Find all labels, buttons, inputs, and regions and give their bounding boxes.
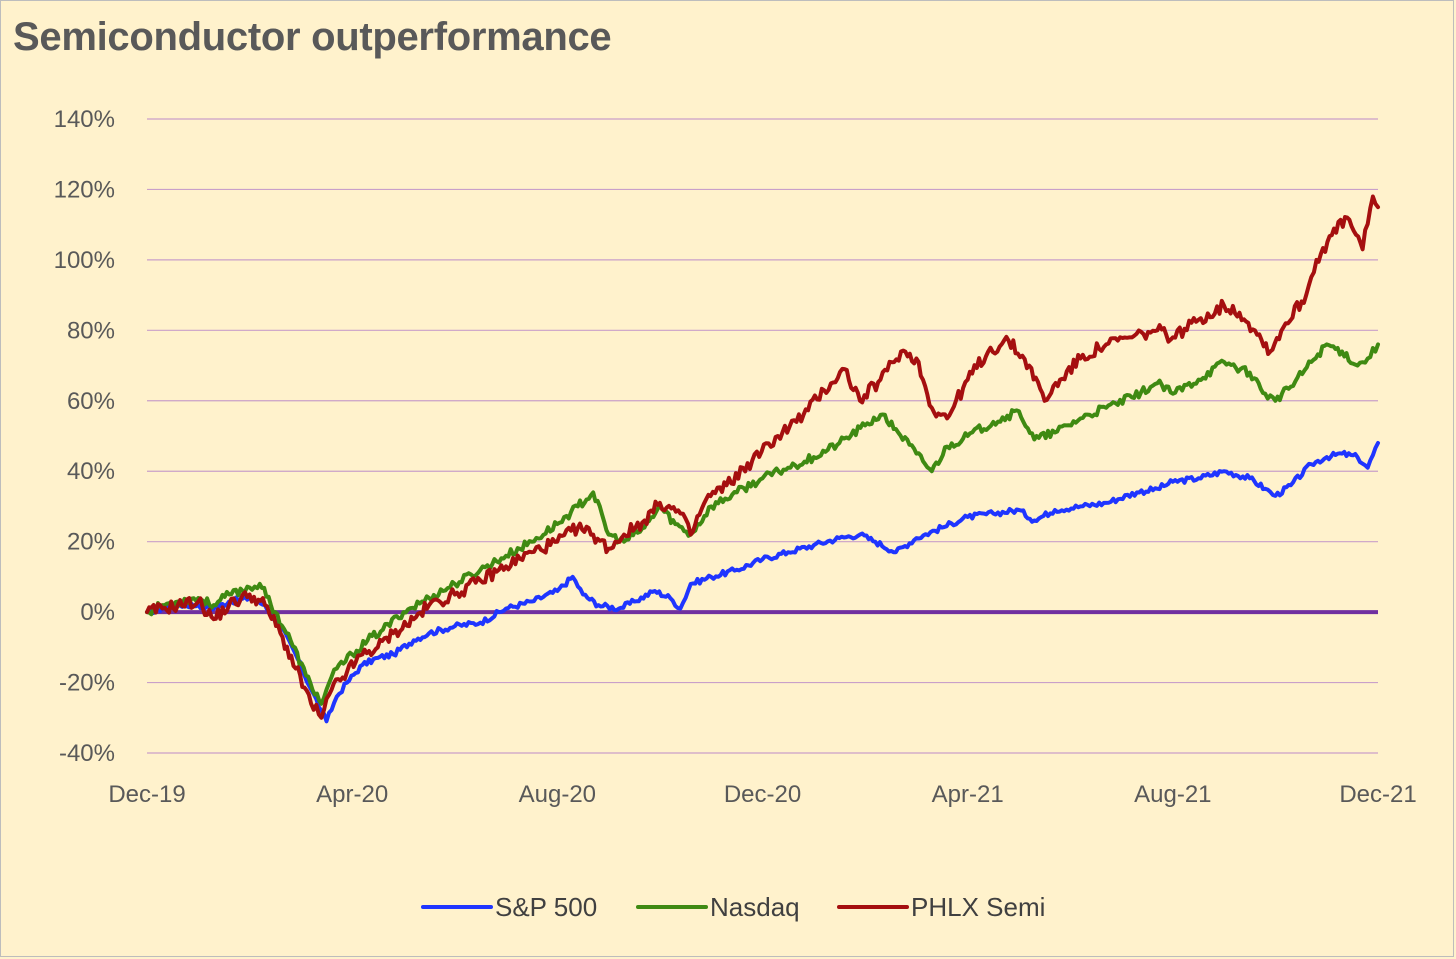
series-lines xyxy=(145,194,1380,724)
y-tick-label: 60% xyxy=(67,388,115,415)
legend-label: S&P 500 xyxy=(495,892,597,922)
y-tick-label: 120% xyxy=(54,176,115,203)
y-tick-label: 80% xyxy=(67,317,115,344)
series-line-s-p-500 xyxy=(145,441,1380,724)
x-tick-label: Aug-21 xyxy=(1134,781,1211,808)
y-tick-label: 0% xyxy=(80,599,115,626)
chart-title: Semiconductor outperformance xyxy=(13,15,612,59)
y-tick-label: 140% xyxy=(54,106,115,133)
y-tick-label: -20% xyxy=(59,670,115,697)
x-tick-label: Dec-20 xyxy=(724,781,801,808)
series-line-phlx-semi xyxy=(145,194,1380,720)
y-tick-label: -40% xyxy=(59,740,115,767)
y-tick-label: 40% xyxy=(67,458,115,485)
gridlines xyxy=(147,118,1378,754)
legend-label: PHLX Semi xyxy=(911,892,1045,922)
x-tick-label: Apr-20 xyxy=(316,781,388,808)
y-tick-label: 100% xyxy=(54,247,115,274)
y-tick-label: 20% xyxy=(67,529,115,556)
legend-label: Nasdaq xyxy=(710,892,800,922)
x-tick-label: Dec-19 xyxy=(108,781,185,808)
y-axis-ticks: 140% 120% 100% 80% 60% 40% 20% 0% -20% -40% xyxy=(54,106,115,767)
x-tick-label: Apr-21 xyxy=(932,781,1004,808)
series-line-nasdaq xyxy=(145,342,1380,706)
x-tick-label: Dec-21 xyxy=(1339,781,1416,808)
x-axis-ticks: Dec-19 Apr-20 Aug-20 Dec-20 Apr-21 Aug-21 Dec-… xyxy=(108,781,1416,808)
legend: S&P 500 Nasdaq PHLX Semi xyxy=(421,892,1045,922)
x-tick-label: Aug-20 xyxy=(519,781,596,808)
